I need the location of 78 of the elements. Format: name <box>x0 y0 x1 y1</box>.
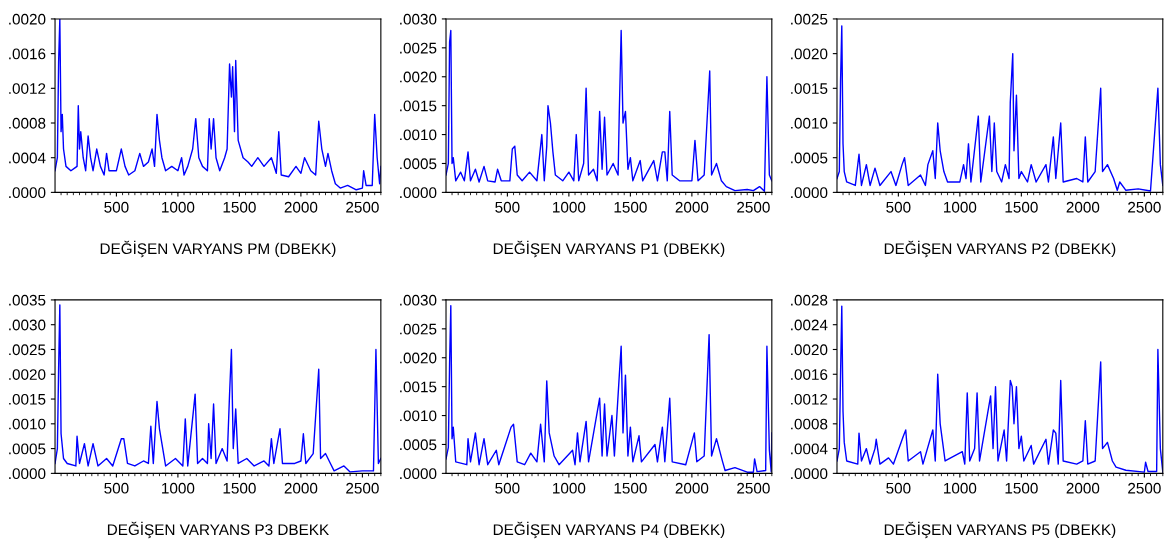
y-tick-label: .0000 <box>400 187 437 199</box>
x-tick-label: 1500 <box>223 201 256 213</box>
x-tick-label: 2000 <box>1066 201 1100 213</box>
x-tick-label: 2000 <box>1066 482 1100 494</box>
x-axis-title: DEĞİŞEN VARYANS P2 (DBEKK) <box>884 240 1116 258</box>
y-tick-label: .0020 <box>9 369 46 380</box>
x-tick-label: 500 <box>104 201 129 213</box>
x-tick-label: 1500 <box>1005 482 1038 494</box>
x-tick-label: 1000 <box>553 201 586 213</box>
y-tick-label: .0015 <box>791 83 828 94</box>
y-tick-label: .0000 <box>791 468 828 480</box>
x-tick-label: 1500 <box>1005 201 1038 213</box>
y-tick-label: .0025 <box>9 344 46 356</box>
x-tick-label: 1500 <box>614 201 647 213</box>
x-tick-label: 2500 <box>1128 482 1161 494</box>
x-tick-label: 1000 <box>162 482 195 494</box>
y-tick-label: .0020 <box>400 352 437 364</box>
y-tick-label: .0000 <box>9 468 46 480</box>
y-tick-label: .0012 <box>791 393 828 405</box>
y-tick-label: .0004 <box>9 152 46 164</box>
y-tick-label: .0020 <box>400 71 437 83</box>
x-tick-label: 500 <box>886 201 911 213</box>
y-tick-label: .0005 <box>9 443 46 455</box>
y-tick-label: .0008 <box>9 117 46 129</box>
x-axis-title: DEĞİŞEN VARYANS P5 (DBEKK) <box>884 521 1116 539</box>
x-tick-label: 2500 <box>346 482 379 494</box>
y-tick-label: .0020 <box>9 13 46 25</box>
x-axis-title: DEĞİŞEN VARYANS P3 DBEKK <box>107 521 330 539</box>
y-tick-label: .0025 <box>400 323 437 335</box>
x-tick-label: 1000 <box>553 482 586 494</box>
y-tick-label: .0008 <box>791 418 828 430</box>
x-tick-label: 500 <box>886 482 911 494</box>
x-tick-label: 2500 <box>1128 201 1161 213</box>
y-tick-label: .0012 <box>9 83 46 94</box>
x-tick-label: 2500 <box>737 482 770 494</box>
y-tick-label: .0016 <box>9 48 46 60</box>
x-tick-label: 2000 <box>675 201 709 213</box>
y-tick-label: .0005 <box>400 158 437 170</box>
y-tick-label: .0010 <box>400 410 437 422</box>
x-tick-label: 500 <box>495 482 520 494</box>
y-tick-label: .0020 <box>791 344 828 356</box>
x-axis-title: DEĞİŞEN VARYANS P1 (DBEKK) <box>493 240 725 258</box>
y-tick-label: .0005 <box>791 152 828 164</box>
y-tick-label: .0015 <box>9 393 46 405</box>
x-tick-label: 1500 <box>614 482 647 494</box>
y-tick-label: .0020 <box>791 48 828 60</box>
y-tick-label: .0000 <box>400 468 437 480</box>
x-tick-label: 2500 <box>346 201 379 213</box>
y-tick-label: .0005 <box>400 439 437 451</box>
y-tick-label: .0010 <box>400 129 437 141</box>
x-tick-label: 1000 <box>944 482 977 494</box>
y-tick-label: .0028 <box>791 294 828 306</box>
y-tick-label: .0025 <box>400 42 437 54</box>
y-tick-label: .0025 <box>791 13 828 25</box>
y-tick-label: .0000 <box>791 187 828 199</box>
x-tick-label: 2000 <box>284 201 318 213</box>
y-tick-label: .0015 <box>400 100 437 112</box>
x-tick-label: 1000 <box>162 201 195 213</box>
x-tick-label: 500 <box>104 482 129 494</box>
x-tick-label: 1000 <box>944 201 977 213</box>
y-tick-label: .0004 <box>791 443 828 455</box>
x-axis-title: DEĞİŞEN VARYANS P4 (DBEKK) <box>493 521 725 539</box>
y-tick-label: .0016 <box>791 369 828 380</box>
x-tick-label: 2500 <box>737 201 770 213</box>
y-tick-label: .0030 <box>400 13 437 25</box>
y-tick-label: .0015 <box>400 381 437 393</box>
y-tick-label: .0024 <box>791 319 828 331</box>
x-tick-label: 2000 <box>675 482 709 494</box>
y-tick-label: .0030 <box>400 294 437 306</box>
x-tick-label: 1500 <box>223 482 256 494</box>
y-tick-label: .0030 <box>9 319 46 331</box>
y-tick-label: .0010 <box>9 418 46 430</box>
x-tick-label: 2000 <box>284 482 318 494</box>
y-tick-label: .0000 <box>9 187 46 199</box>
x-tick-label: 500 <box>495 201 520 213</box>
y-tick-label: .0010 <box>791 117 828 129</box>
y-tick-label: .0035 <box>9 294 46 306</box>
x-axis-title: DEĞİŞEN VARYANS PM (DBEKK) <box>100 240 336 258</box>
